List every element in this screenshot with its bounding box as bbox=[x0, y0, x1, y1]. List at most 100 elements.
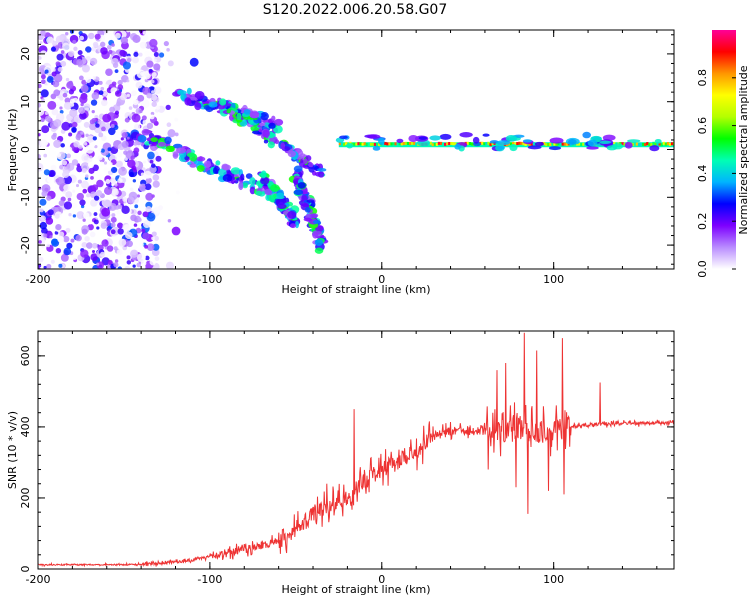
spectral-blob bbox=[103, 186, 113, 195]
spectral-blob bbox=[81, 241, 88, 248]
spectral-blob bbox=[130, 249, 139, 258]
spectral-blob bbox=[126, 30, 130, 33]
spectral-blob bbox=[152, 180, 160, 188]
spectral-blob bbox=[78, 145, 83, 149]
spectral-blob bbox=[45, 217, 54, 225]
spectral-blob bbox=[38, 256, 44, 263]
spectral-blob bbox=[47, 175, 55, 184]
spectral-blob bbox=[63, 201, 73, 210]
spectral-blob bbox=[97, 174, 104, 181]
spectral-blob bbox=[57, 235, 65, 243]
spectral-blob bbox=[114, 110, 120, 115]
spectral-blob bbox=[85, 144, 95, 154]
spectral-blob bbox=[81, 64, 90, 73]
spectral-blob bbox=[65, 77, 70, 82]
spectral-blob bbox=[230, 167, 241, 175]
spectral-blob bbox=[83, 121, 90, 128]
spectral-blob bbox=[100, 47, 108, 55]
spectral-blob bbox=[309, 213, 319, 218]
spectral-blob bbox=[165, 104, 171, 111]
carrier-cell bbox=[512, 141, 515, 145]
spectral-blob bbox=[165, 145, 175, 153]
spectral-blob bbox=[41, 190, 48, 197]
spectrogram-y-axis-label: Frequency (Hz) bbox=[6, 109, 19, 192]
spectral-blob bbox=[62, 170, 70, 179]
spectral-blob bbox=[97, 244, 104, 251]
spectral-blob bbox=[174, 132, 179, 137]
spectral-blob bbox=[549, 137, 564, 144]
colorbar: 0.0 0.2 0.4 0.6 0.8 Normalized spectral ampl… bbox=[696, 30, 750, 278]
spectral-blob bbox=[141, 115, 147, 121]
spectral-blob bbox=[47, 209, 54, 216]
spectral-blob bbox=[189, 57, 199, 67]
spectral-blob bbox=[85, 216, 95, 225]
spectral-blob bbox=[133, 223, 138, 227]
spectral-blob bbox=[599, 140, 612, 144]
spectral-blob bbox=[82, 188, 88, 194]
carrier-cell bbox=[637, 143, 641, 147]
spectral-blob bbox=[81, 153, 90, 162]
carrier-cell bbox=[437, 141, 441, 145]
carrier-cell bbox=[355, 142, 358, 146]
spectral-blob bbox=[38, 154, 41, 159]
spectral-blob bbox=[151, 236, 155, 241]
carrier-cell bbox=[668, 142, 672, 146]
carrier-cell bbox=[654, 142, 657, 146]
spectral-blob bbox=[70, 98, 76, 104]
carrier-cell bbox=[672, 141, 674, 145]
spectral-blob bbox=[125, 231, 133, 240]
spectral-blob bbox=[79, 199, 86, 206]
spectral-blob bbox=[90, 99, 98, 106]
spectral-blob bbox=[113, 246, 118, 251]
spectral-blob bbox=[496, 140, 511, 146]
snr-y-tick-label: 0 bbox=[19, 566, 32, 573]
spectral-blob bbox=[43, 153, 48, 158]
spectral-blob bbox=[117, 266, 123, 269]
carrier-cell bbox=[361, 142, 364, 146]
spectral-blob bbox=[94, 33, 101, 40]
spectral-blob bbox=[99, 251, 106, 257]
carrier-cell bbox=[516, 142, 519, 146]
spectral-blob bbox=[116, 249, 123, 256]
spectral-blob bbox=[110, 216, 117, 223]
carrier-cell bbox=[489, 143, 492, 147]
spectral-blob bbox=[293, 165, 303, 173]
spectral-blob bbox=[396, 138, 404, 144]
colorbar-label: Normalized spectral amplitude bbox=[737, 65, 750, 234]
spectral-blob bbox=[627, 139, 641, 143]
spectral-blob bbox=[46, 36, 54, 44]
spectral-blob bbox=[590, 136, 602, 140]
spectral-blob bbox=[339, 135, 348, 140]
carrier-cell bbox=[344, 142, 348, 146]
spectral-blob bbox=[76, 59, 83, 66]
spectral-blob bbox=[110, 124, 115, 128]
carrier-cell bbox=[547, 142, 550, 146]
spectral-blob bbox=[91, 110, 95, 114]
spectral-blob bbox=[52, 132, 57, 137]
carrier-cell bbox=[487, 141, 490, 145]
spectral-blob bbox=[472, 136, 480, 144]
spectral-blob bbox=[56, 53, 64, 61]
spectral-blob bbox=[293, 189, 304, 196]
spectral-blob bbox=[205, 105, 214, 113]
spectral-blob bbox=[366, 134, 381, 139]
spectral-blob bbox=[111, 188, 119, 196]
spectral-blob bbox=[586, 146, 599, 150]
spectral-blob bbox=[110, 222, 116, 228]
colorbar-gradient bbox=[712, 30, 736, 269]
spectral-blob bbox=[83, 212, 90, 219]
spectral-blob bbox=[114, 259, 119, 263]
spectral-blob bbox=[180, 94, 185, 100]
colorbar-tick-label: 0.6 bbox=[696, 117, 709, 135]
spectral-blob bbox=[70, 238, 75, 243]
carrier-cell bbox=[353, 142, 356, 146]
spectral-blob bbox=[143, 170, 152, 179]
spectral-blob bbox=[90, 199, 98, 207]
spectral-blob bbox=[287, 210, 297, 219]
spectral-blob bbox=[101, 239, 109, 247]
carrier-cell bbox=[559, 143, 562, 147]
spectral-blob bbox=[148, 68, 153, 73]
spectral-blob bbox=[126, 93, 130, 98]
